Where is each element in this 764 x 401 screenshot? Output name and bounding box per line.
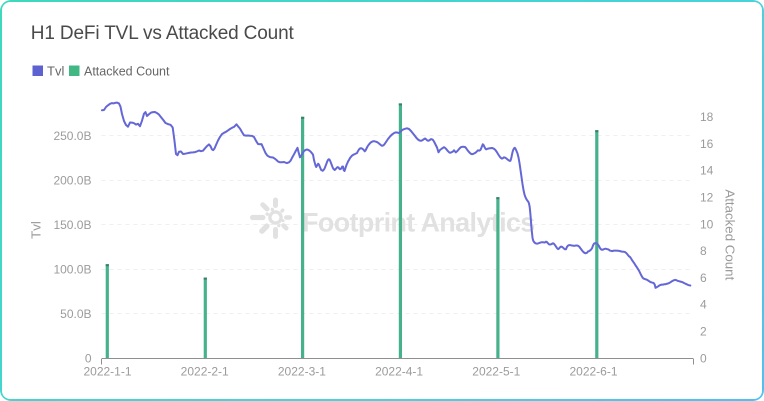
svg-text:0: 0: [700, 351, 707, 365]
svg-text:4: 4: [700, 298, 707, 312]
svg-text:2022-6-1: 2022-6-1: [569, 365, 617, 379]
svg-text:18: 18: [700, 110, 714, 124]
svg-text:2022-1-1: 2022-1-1: [83, 365, 131, 379]
svg-text:6: 6: [700, 271, 707, 285]
svg-text:14: 14: [700, 164, 714, 178]
svg-text:Footprint Analytics: Footprint Analytics: [302, 208, 535, 238]
svg-text:16: 16: [700, 137, 714, 151]
svg-text:2022-4-1: 2022-4-1: [375, 365, 423, 379]
svg-text:10: 10: [700, 217, 714, 231]
svg-text:Tvl: Tvl: [47, 63, 64, 78]
svg-text:50.0B: 50.0B: [60, 307, 91, 321]
svg-text:Attacked Count: Attacked Count: [723, 189, 738, 280]
svg-text:Tvl: Tvl: [29, 221, 44, 239]
svg-text:2022-5-1: 2022-5-1: [472, 365, 520, 379]
svg-text:2022-3-1: 2022-3-1: [278, 365, 326, 379]
svg-text:250.0B: 250.0B: [53, 129, 91, 143]
svg-text:0: 0: [85, 351, 92, 365]
svg-text:100.0B: 100.0B: [53, 262, 91, 276]
svg-text:2: 2: [700, 325, 707, 339]
svg-text:150.0B: 150.0B: [53, 218, 91, 232]
svg-text:2022-2-1: 2022-2-1: [181, 365, 229, 379]
svg-text:12: 12: [700, 191, 714, 205]
svg-text:8: 8: [700, 244, 707, 258]
svg-text:H1 DeFi TVL vs Attacked Count: H1 DeFi TVL vs Attacked Count: [31, 23, 295, 44]
svg-text:200.0B: 200.0B: [53, 173, 91, 187]
svg-text:Attacked Count: Attacked Count: [84, 64, 170, 78]
